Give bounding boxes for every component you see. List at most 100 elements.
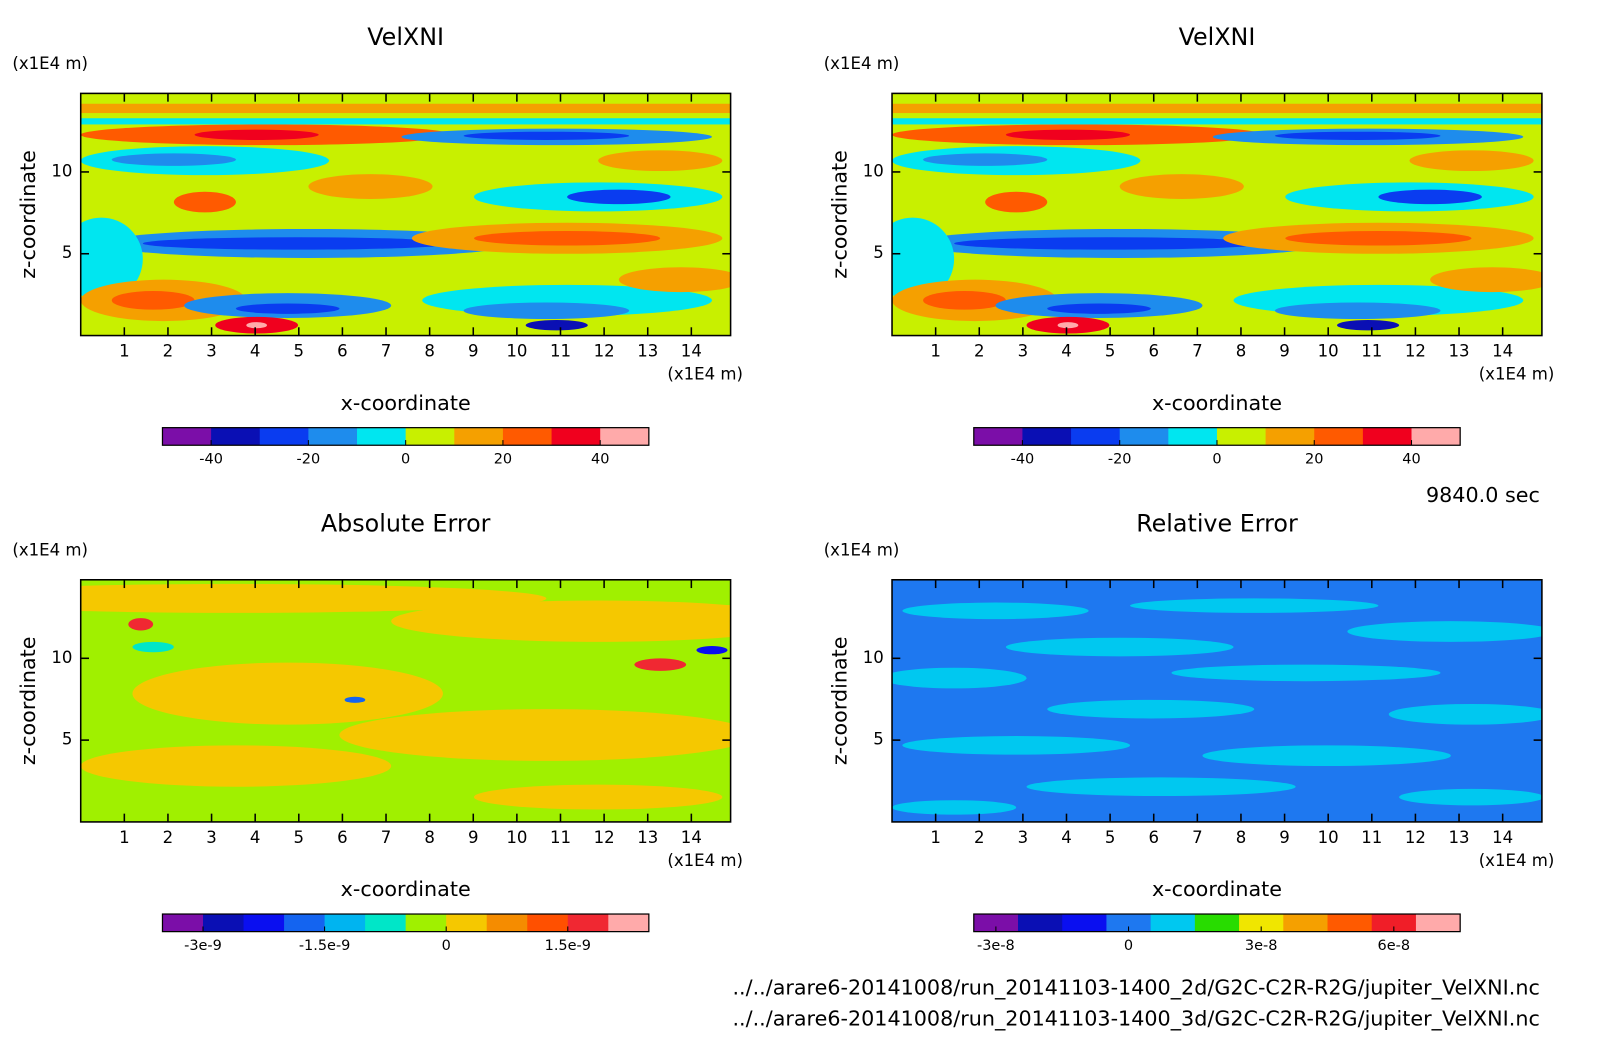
x-tick-label: 9 xyxy=(1279,828,1290,847)
plot-frame xyxy=(79,92,732,337)
x-tick-label: 10 xyxy=(506,828,527,847)
x-tick-label: 7 xyxy=(1192,342,1203,361)
x-tick-label: 3 xyxy=(206,828,217,847)
colorbar-segment xyxy=(1415,914,1461,932)
colorbar-segment xyxy=(365,914,407,932)
x-tick-label: 10 xyxy=(1318,342,1339,361)
colorbar-segment xyxy=(486,914,528,932)
y-axis-label: z-coordinate xyxy=(16,150,40,279)
colorbar-segment xyxy=(324,914,366,932)
x-tick-label: 5 xyxy=(294,342,305,361)
colorbar-segment xyxy=(973,914,1019,932)
y-tick-label: 5 xyxy=(873,243,884,262)
x-tick-label: 2 xyxy=(974,828,985,847)
colorbar-segment xyxy=(1062,914,1107,932)
colorbar-tick-label: 40 xyxy=(1402,452,1420,468)
y-tick-label: 10 xyxy=(51,161,72,180)
x-tick-label: 3 xyxy=(1018,342,1029,361)
x-tick-label: 8 xyxy=(424,342,435,361)
colorbar-segment xyxy=(1106,914,1152,932)
colorbar-segment xyxy=(454,427,504,446)
colorbar-segment xyxy=(243,914,285,932)
colorbar-tick-label: 0 xyxy=(1212,452,1221,468)
x-tick-label: 6 xyxy=(1148,342,1159,361)
x-tick-label: 2 xyxy=(163,828,174,847)
x-tick-label: 4 xyxy=(1061,828,1072,847)
colorbar-segment xyxy=(259,427,309,446)
x-tick-label: 4 xyxy=(1061,342,1072,361)
colorbar-tick-label: -3e-8 xyxy=(977,938,1015,954)
contour-field xyxy=(60,93,743,335)
colorbar-segment xyxy=(608,914,650,932)
colorbar-tick-label: -40 xyxy=(199,452,223,468)
chart-title: VelXNI xyxy=(367,23,444,51)
colorbar-tick-label: -20 xyxy=(1108,452,1132,468)
chart-title: Absolute Error xyxy=(321,509,491,537)
colorbar-segment xyxy=(1119,427,1169,446)
file-path: ../../arare6-20141008/run_20141103-1400_… xyxy=(732,976,1539,1001)
colorbar-segment xyxy=(973,427,1023,446)
y-tick-label: 10 xyxy=(863,161,884,180)
x-tick-label: 3 xyxy=(206,342,217,361)
colorbar-segment xyxy=(284,914,326,932)
colorbar-segment xyxy=(551,427,601,446)
x-tick-label: 14 xyxy=(681,342,702,361)
colorbar-tick-label: 20 xyxy=(494,452,512,468)
plot-frame xyxy=(79,579,732,823)
colorbar-segment xyxy=(1022,427,1072,446)
y-tick-label: 5 xyxy=(62,730,73,749)
x-tick-label: 12 xyxy=(594,342,615,361)
y-tick-label: 5 xyxy=(873,730,884,749)
x-axis-label: x-coordinate xyxy=(1152,391,1282,415)
colorbar-segment xyxy=(357,427,407,446)
colorbar-tick-label: 6e-8 xyxy=(1378,938,1411,954)
colorbar-tick-label: -3e-9 xyxy=(184,938,222,954)
y-tick-label: 5 xyxy=(62,243,73,262)
x-tick-label: 13 xyxy=(1449,828,1470,847)
x-tick-label: 11 xyxy=(550,828,571,847)
colorbar-segment xyxy=(405,914,447,932)
colorbar-segment xyxy=(502,427,553,446)
x-tick-label: 7 xyxy=(1192,828,1203,847)
x-unit: (x1E4 m) xyxy=(667,851,743,870)
x-tick-label: 10 xyxy=(506,342,527,361)
x-tick-label: 4 xyxy=(250,342,261,361)
x-tick-label: 5 xyxy=(1105,342,1116,361)
x-tick-label: 2 xyxy=(974,342,985,361)
x-tick-label: 7 xyxy=(381,828,392,847)
colorbar-segment xyxy=(1216,427,1267,446)
colorbar-segment xyxy=(1194,914,1240,932)
colorbar-segment xyxy=(1283,914,1329,932)
x-tick-label: 1 xyxy=(930,828,941,847)
y-unit: (x1E4 m) xyxy=(824,54,900,73)
x-unit: (x1E4 m) xyxy=(1479,364,1555,383)
x-tick-label: 14 xyxy=(681,828,702,847)
x-axis-label: x-coordinate xyxy=(341,877,471,901)
x-tick-label: 9 xyxy=(468,342,479,361)
x-tick-label: 1 xyxy=(119,342,130,361)
x-tick-label: 14 xyxy=(1492,342,1513,361)
colorbar-segment xyxy=(1017,914,1063,932)
colorbar-segment xyxy=(211,427,261,446)
colorbar-tick-label: 1.5e-9 xyxy=(545,938,591,954)
colorbar-segment xyxy=(1371,914,1417,932)
colorbar-tick-label: 20 xyxy=(1305,452,1323,468)
x-tick-label: 9 xyxy=(1279,342,1290,361)
x-tick-label: 2 xyxy=(163,342,174,361)
colorbar-frame xyxy=(973,913,1461,933)
colorbar-segment xyxy=(1265,427,1315,446)
colorbar-segment xyxy=(567,914,609,932)
x-tick-label: 5 xyxy=(294,828,305,847)
y-axis-label: z-coordinate xyxy=(827,637,851,766)
chart-title: Relative Error xyxy=(1136,509,1298,537)
x-tick-label: 13 xyxy=(637,342,658,361)
x-tick-label: 1 xyxy=(930,342,941,361)
x-tick-label: 14 xyxy=(1492,828,1513,847)
contour-field xyxy=(0,580,805,822)
colorbar-tick-label: 40 xyxy=(591,452,609,468)
x-tick-label: 12 xyxy=(1405,342,1426,361)
x-tick-label: 11 xyxy=(1361,342,1382,361)
x-unit: (x1E4 m) xyxy=(1479,851,1555,870)
